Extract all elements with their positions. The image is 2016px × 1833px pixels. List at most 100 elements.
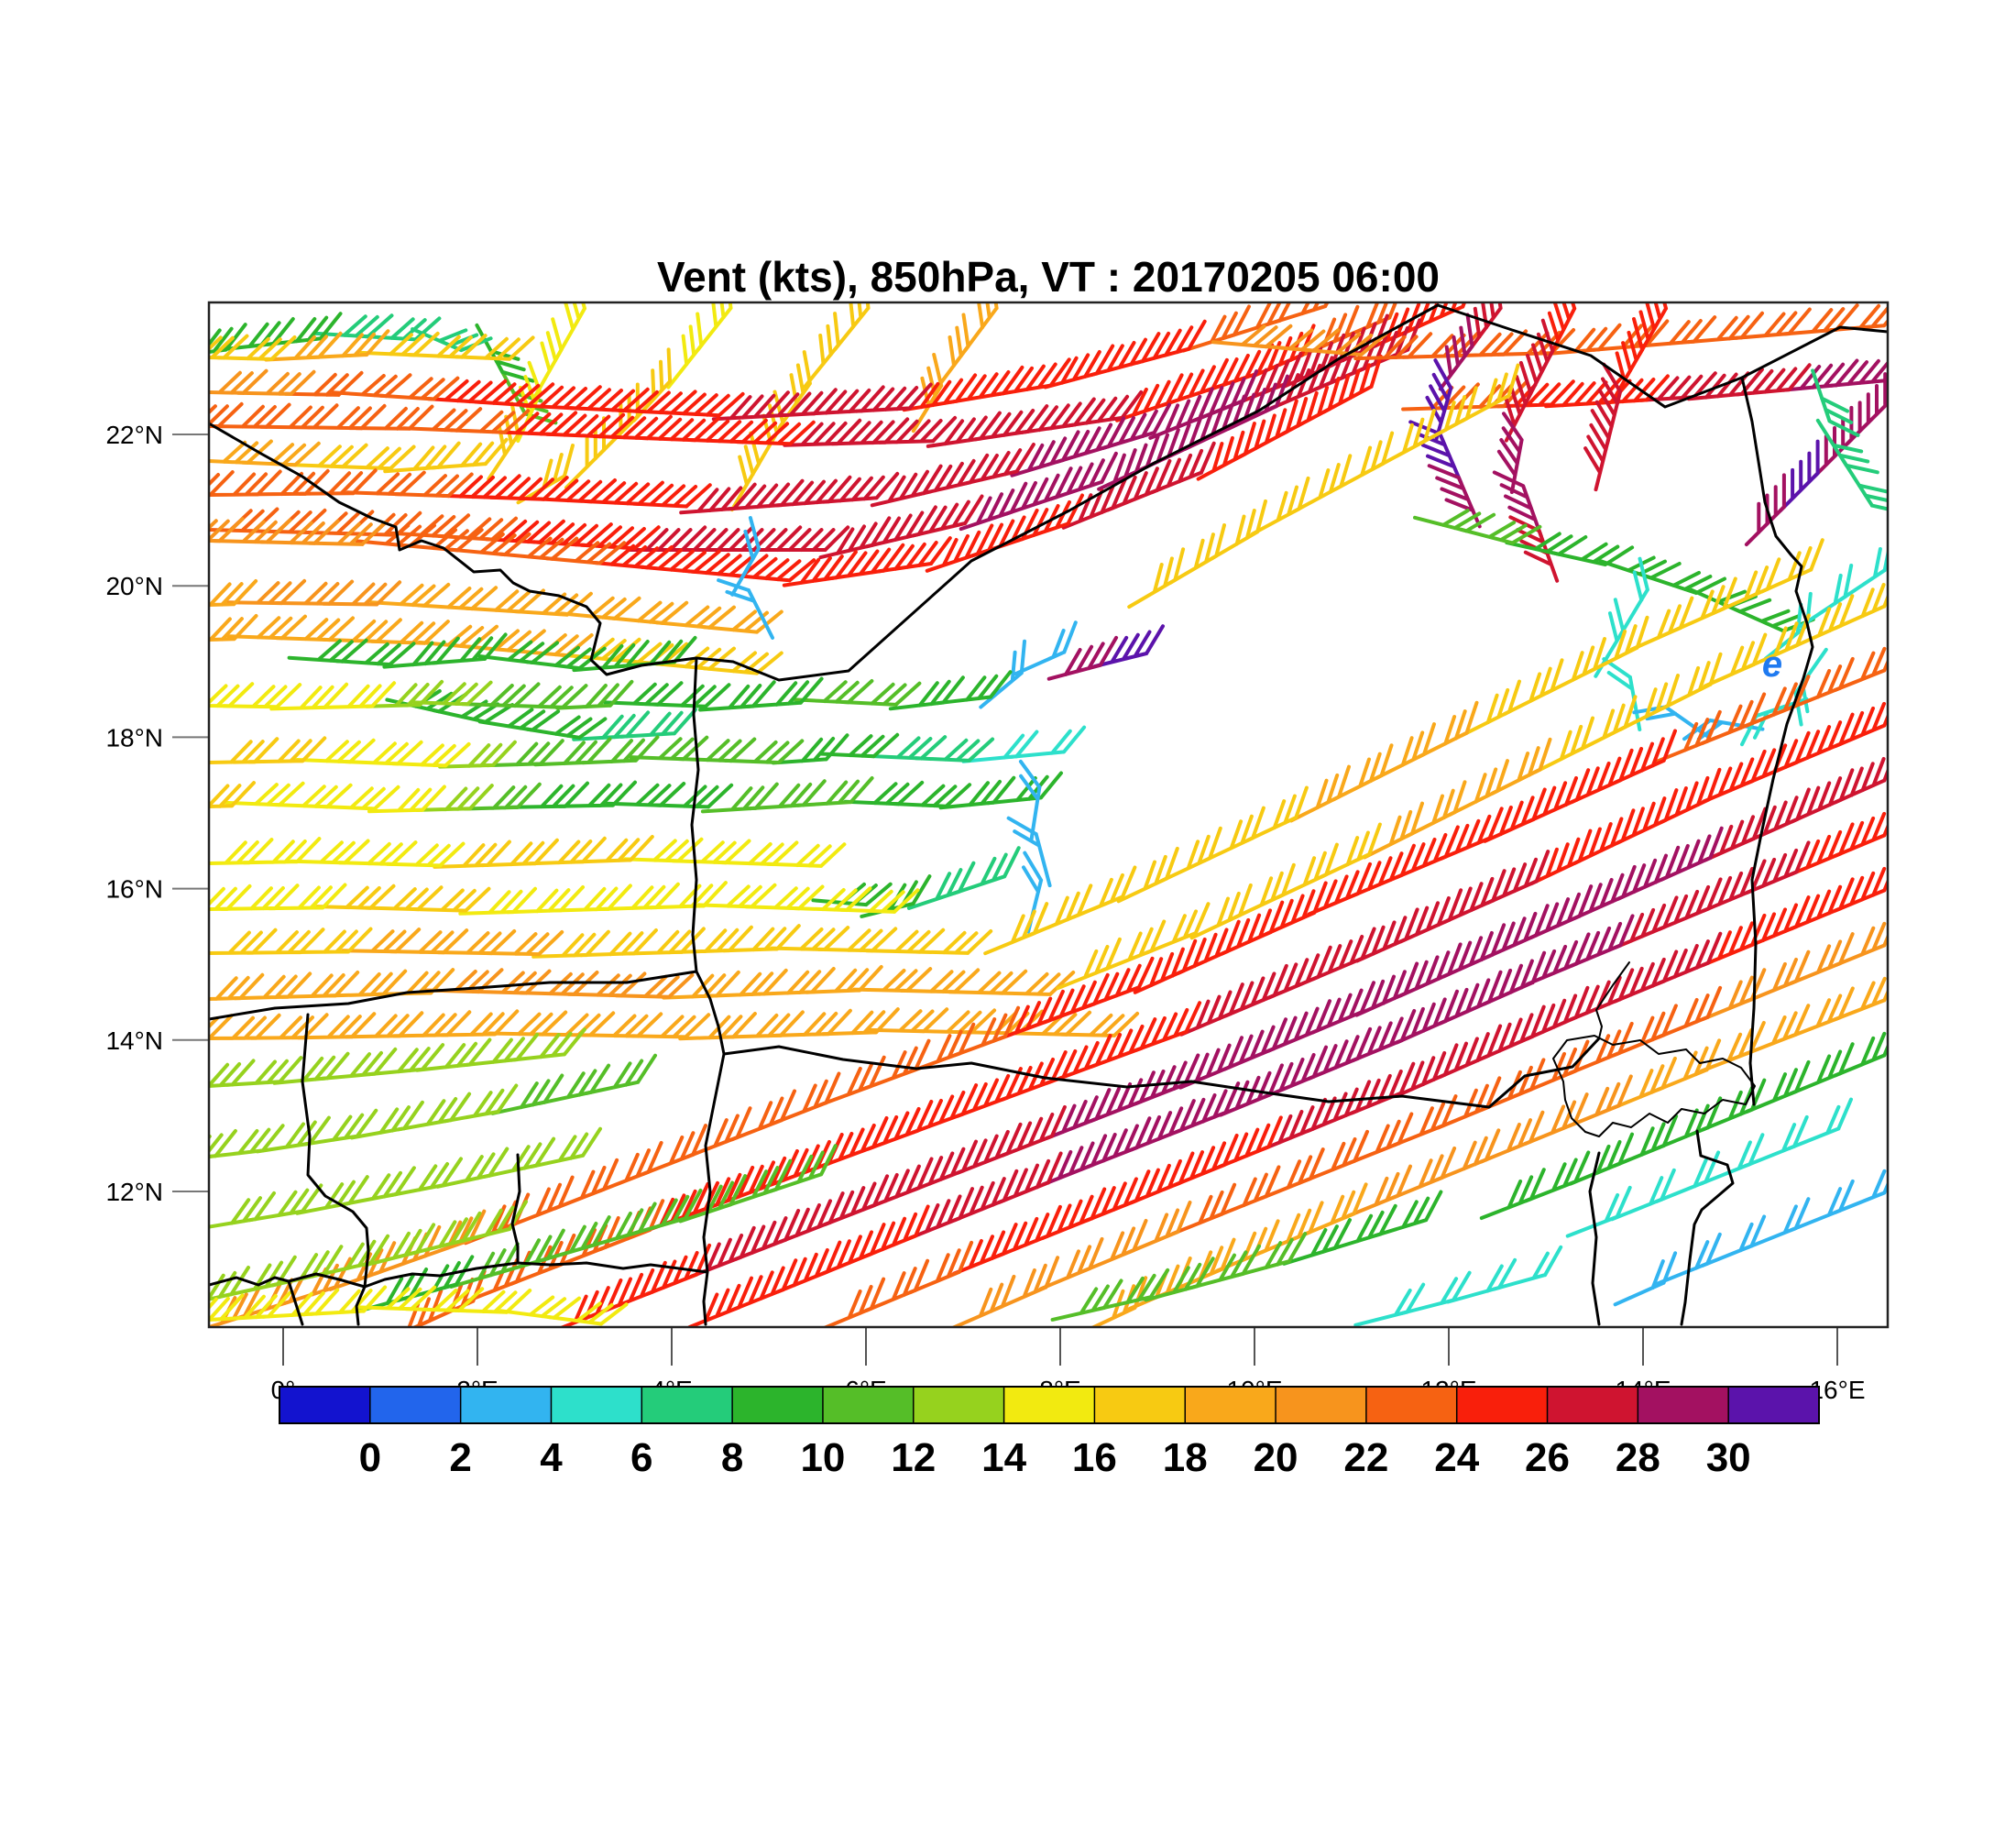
wind-barb [1655, 1038, 1722, 1092]
wind-barb [605, 782, 686, 807]
wind-barb [1482, 950, 1547, 1006]
wind-barb [508, 1175, 575, 1228]
wind-barb [1351, 1009, 1417, 1063]
wind-barb [1833, 701, 1888, 749]
wind-barb [280, 971, 360, 999]
wind-barb [506, 885, 585, 915]
wind-barb [274, 616, 355, 642]
wind-barb [498, 365, 558, 425]
wind-barb [1787, 1097, 1853, 1150]
wind-barb [1089, 1276, 1148, 1327]
wind-barb [1394, 1043, 1459, 1098]
country-border [209, 1261, 709, 1289]
wind-barb [397, 1092, 472, 1132]
wind-barb [250, 468, 330, 497]
wind-barb [345, 470, 426, 497]
wind-barb [651, 683, 731, 708]
wind-barb [1612, 1004, 1678, 1058]
wind-barb [541, 1215, 611, 1262]
wind-barb [926, 411, 1002, 448]
wind-barb [584, 1053, 657, 1095]
wind-barb [938, 775, 1016, 810]
wind-barb [1226, 374, 1289, 431]
wind-barb [209, 1124, 285, 1158]
wind-barb [444, 1083, 519, 1124]
wind-barb [1594, 362, 1623, 445]
wind-barb [1523, 1092, 1589, 1146]
wind-barb [575, 835, 654, 864]
wind-barb [1544, 323, 1622, 357]
wind-barb [852, 967, 933, 993]
wind-barb [224, 1255, 297, 1298]
colorbar-label: 8 [721, 1435, 743, 1480]
wind-barb [216, 335, 297, 361]
wind-barb [449, 409, 531, 434]
wind-barb [997, 1151, 1063, 1204]
wind-barb [1529, 829, 1593, 886]
wind-barb [320, 1047, 398, 1081]
wind-barb [1547, 302, 1577, 358]
wind-barb [726, 1010, 805, 1039]
wind-barb [770, 926, 850, 951]
wind-barb [485, 519, 565, 544]
wind-barb [1235, 1232, 1308, 1278]
wind-barb [1319, 822, 1382, 879]
wind-barb [1438, 1024, 1503, 1080]
wind-barb [360, 316, 442, 342]
wind-barb [1567, 1074, 1633, 1128]
wind-barb [996, 357, 1071, 397]
wind-barb [249, 1013, 329, 1040]
wind-barb [709, 968, 788, 998]
wind-barb [1569, 968, 1635, 1022]
wind-barb [1745, 1059, 1811, 1114]
wind-barb [306, 403, 387, 431]
wind-barb [722, 924, 801, 953]
wind-barb [995, 971, 1076, 996]
wind-barb [1833, 921, 1888, 968]
wind-barb [264, 331, 343, 362]
wind-barb [833, 302, 871, 352]
wind-barb [1834, 583, 1888, 631]
wind-barb [1657, 877, 1723, 931]
colorbar-label: 0 [359, 1435, 381, 1480]
wind-barb [389, 513, 471, 539]
wind-barb [878, 415, 958, 445]
wind-barb [557, 780, 637, 808]
wind-barb [322, 580, 402, 607]
wind-barb [1395, 989, 1459, 1045]
wind-barb [973, 404, 1049, 442]
wind-barb [487, 401, 520, 481]
wind-barb [414, 1037, 492, 1072]
wind-barb [220, 884, 300, 911]
wind-barb [1046, 635, 1119, 681]
wind-barb [1790, 768, 1855, 824]
chart-title: Vent (kts), 850hPa, VT : 20170205 06:00 [657, 253, 1440, 301]
wind-barb [1045, 1088, 1112, 1140]
wind-barb [1781, 358, 1859, 392]
wind-barb [1460, 679, 1521, 738]
wind-barb [553, 1158, 619, 1211]
wind-barb [617, 390, 697, 415]
wind-barb [820, 1223, 886, 1276]
colorbar-cell [279, 1387, 371, 1423]
wind-barb [385, 841, 466, 868]
wind-barb [1010, 430, 1080, 477]
wind-barb [274, 579, 355, 606]
wind-barb [803, 312, 840, 389]
country-borders-layer [209, 303, 1888, 1326]
wind-barb [1527, 768, 1591, 824]
wind-barb [584, 480, 664, 506]
wind-barb [226, 578, 307, 606]
wind-barb [997, 989, 1065, 1041]
country-border [690, 656, 700, 973]
wind-barb [1405, 780, 1467, 839]
wind-barb [1222, 1017, 1287, 1071]
wind-barb [484, 930, 564, 957]
wind-barb [1441, 923, 1507, 979]
wind-barb [774, 1071, 841, 1125]
wind-barb [1105, 459, 1172, 512]
wind-barb [283, 370, 364, 397]
wind-barb [908, 1187, 974, 1240]
lat-tick-label: 22°N [105, 421, 163, 449]
wind-barb [731, 1258, 798, 1312]
